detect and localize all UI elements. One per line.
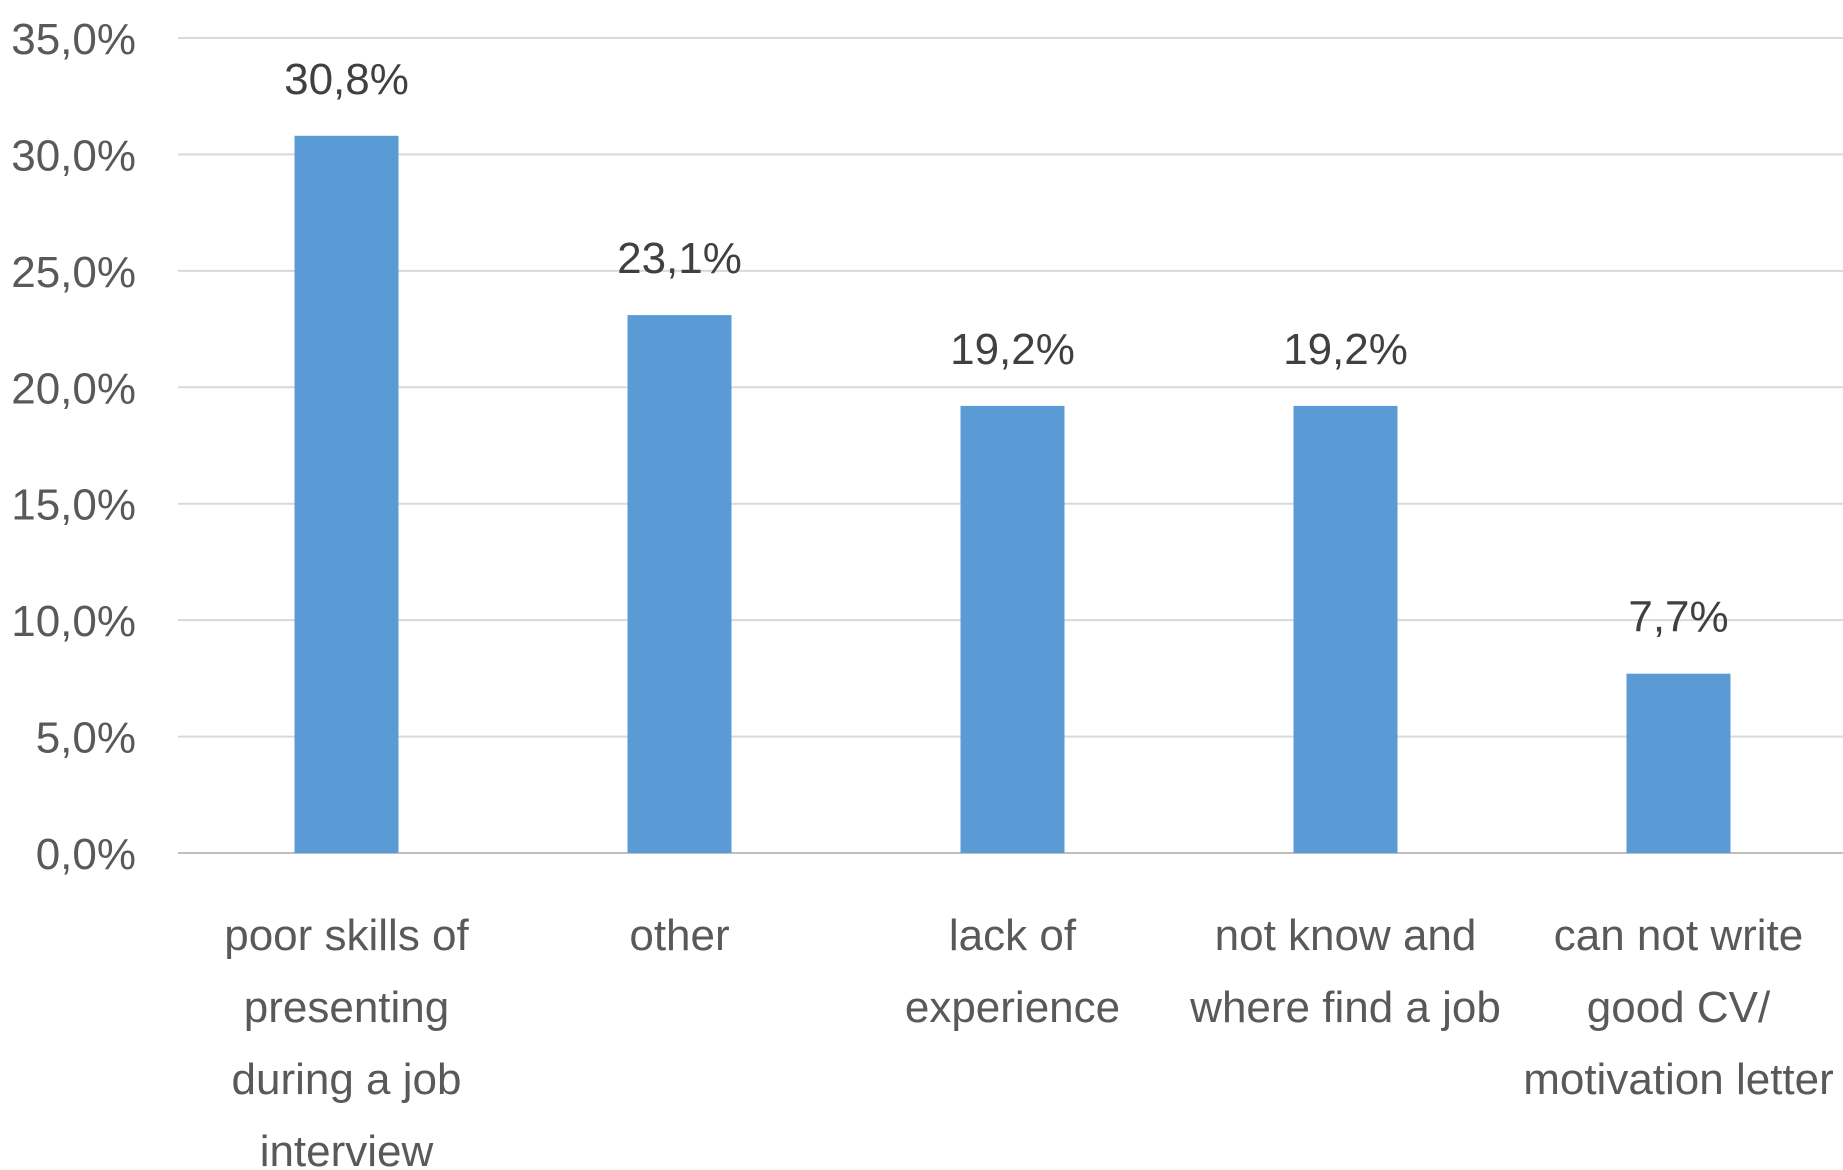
y-tick-label: 10,0% [11,597,136,646]
x-tick-label: other [629,911,729,960]
x-tick-label: presenting [244,983,449,1032]
y-tick-label: 35,0% [11,15,136,64]
x-tick-label: motivation letter [1523,1055,1834,1104]
data-labels: 30,8% 23,1% 19,2% 19,2% 7,7% [284,55,1729,642]
x-tick-label: during a job [232,1055,462,1104]
data-label: 23,1% [617,234,742,283]
x-tick-label: lack of [949,911,1077,960]
x-tick-label: where find a job [1189,983,1501,1032]
x-tick-label: not know and [1215,911,1477,960]
y-axis-tick-labels: 0,0% 5,0% 10,0% 15,0% 20,0% 25,0% 30,0% 35,0% [11,15,136,879]
bar [960,405,1065,853]
y-tick-label: 20,0% [11,364,136,413]
bar [1626,673,1731,853]
y-tick-label: 25,0% [11,248,136,297]
x-axis-category-labels: poor skills of presenting during a job inte… [224,911,1834,1170]
x-tick-label: can not write [1554,911,1803,960]
y-tick-label: 5,0% [36,714,136,763]
data-label: 30,8% [284,55,409,104]
data-label: 7,7% [1628,593,1728,642]
bar [1293,405,1398,853]
y-tick-label: 0,0% [36,830,136,879]
x-tick-label: good CV/ [1587,983,1771,1032]
x-tick-label: experience [905,983,1120,1032]
bars [294,135,1731,854]
data-label: 19,2% [950,325,1075,374]
y-tick-label: 30,0% [11,131,136,180]
bar [627,315,732,854]
y-tick-label: 15,0% [11,481,136,530]
x-tick-label: poor skills of [224,911,469,960]
bar [294,135,399,854]
x-tick-label: interview [260,1127,434,1170]
data-label: 19,2% [1283,325,1408,374]
